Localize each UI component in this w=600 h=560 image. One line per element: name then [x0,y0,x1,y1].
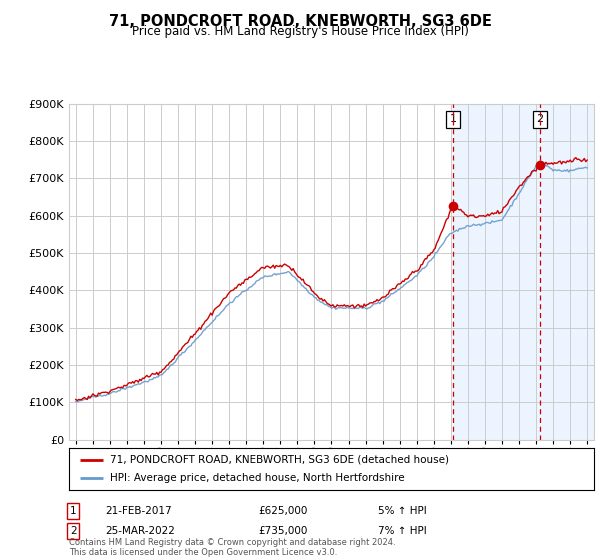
Text: 1: 1 [70,506,77,516]
Text: 1: 1 [449,114,457,124]
Text: 71, PONDCROFT ROAD, KNEBWORTH, SG3 6DE: 71, PONDCROFT ROAD, KNEBWORTH, SG3 6DE [109,14,491,29]
Text: 2: 2 [536,114,544,124]
Text: 5% ↑ HPI: 5% ↑ HPI [378,506,427,516]
Text: Price paid vs. HM Land Registry's House Price Index (HPI): Price paid vs. HM Land Registry's House … [131,25,469,38]
Text: 71, PONDCROFT ROAD, KNEBWORTH, SG3 6DE (detached house): 71, PONDCROFT ROAD, KNEBWORTH, SG3 6DE (… [110,455,449,465]
Bar [453,104,600,440]
Text: £625,000: £625,000 [258,506,307,516]
Text: HPI: Average price, detached house, North Hertfordshire: HPI: Average price, detached house, Nort… [110,473,404,483]
Text: 21-FEB-2017: 21-FEB-2017 [105,506,172,516]
Text: 2: 2 [70,526,77,536]
Text: £735,000: £735,000 [258,526,307,536]
Text: 25-MAR-2022: 25-MAR-2022 [105,526,175,536]
Text: 7% ↑ HPI: 7% ↑ HPI [378,526,427,536]
Text: Contains HM Land Registry data © Crown copyright and database right 2024.
This d: Contains HM Land Registry data © Crown c… [69,538,395,557]
